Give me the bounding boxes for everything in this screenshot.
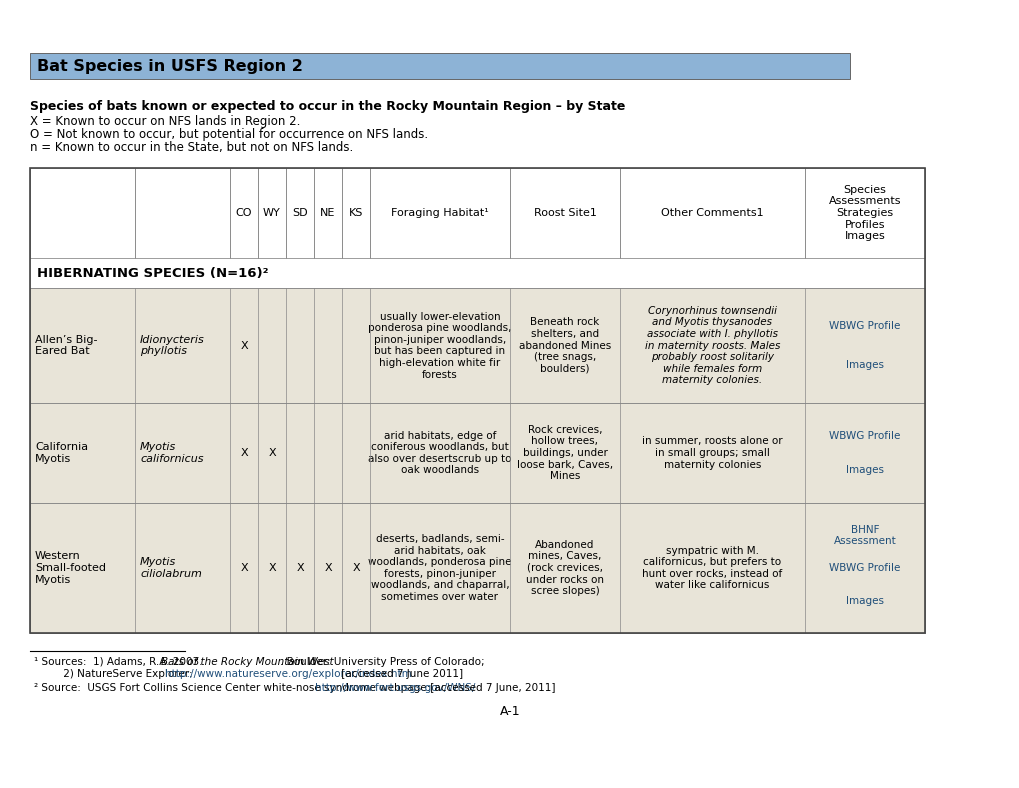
Text: X: X [352, 563, 360, 573]
Text: NE: NE [320, 208, 335, 218]
Text: Bat Species in USFS Region 2: Bat Species in USFS Region 2 [37, 58, 303, 73]
Text: WY: WY [263, 208, 280, 218]
Text: X = Known to occur on NFS lands in Region 2.: X = Known to occur on NFS lands in Regio… [30, 115, 300, 128]
Text: Species
Assessments
Strategies
Profiles
Images: Species Assessments Strategies Profiles … [828, 185, 901, 241]
Text: X: X [239, 340, 248, 351]
Text: WBWG Profile: WBWG Profile [828, 322, 900, 331]
Text: CO: CO [235, 208, 252, 218]
Text: X: X [324, 563, 331, 573]
Text: [accessed 7 June, 2011]: [accessed 7 June, 2011] [426, 683, 554, 693]
Text: X: X [296, 563, 304, 573]
Bar [285, 168, 314, 258]
Bar [258, 168, 285, 258]
Text: ¹ Sources:  1) Adams, R.A. 2003.: ¹ Sources: 1) Adams, R.A. 2003. [34, 657, 206, 667]
Bar [370, 168, 510, 258]
Text: Myotis
californicus: Myotis californicus [140, 442, 204, 464]
Text: . Boulder: University Press of Colorado;: . Boulder: University Press of Colorado; [280, 657, 485, 667]
Text: Images: Images [845, 596, 883, 605]
Text: Myotis
ciliolabrum: Myotis ciliolabrum [140, 557, 202, 579]
Text: Beneath rock
shelters, and
abandoned Mines
(tree snags,
boulders): Beneath rock shelters, and abandoned Min… [519, 318, 610, 374]
Bar [30, 503, 924, 633]
Bar [804, 168, 924, 258]
Text: in summer, roosts alone or
in small groups; small
maternity colonies: in summer, roosts alone or in small grou… [642, 437, 782, 470]
Text: O = Not known to occur, but potential for occurrence on NFS lands.: O = Not known to occur, but potential fo… [30, 128, 428, 141]
Bar [30, 403, 924, 503]
Text: Corynorhinus townsendii
and Myotis thysanodes
associate with I. phyllotis
in mat: Corynorhinus townsendii and Myotis thysa… [644, 306, 780, 385]
Text: sympatric with M.
californicus, but prefers to
hunt over rocks, instead of
water: sympatric with M. californicus, but pref… [642, 545, 782, 590]
Text: X: X [268, 448, 275, 458]
Text: Abandoned
mines, Caves,
(rock crevices,
under rocks on
scree slopes): Abandoned mines, Caves, (rock crevices, … [526, 540, 603, 597]
Text: WBWG Profile: WBWG Profile [828, 431, 900, 441]
Text: Allen’s Big-
Eared Bat: Allen’s Big- Eared Bat [35, 335, 98, 356]
Bar [135, 168, 229, 258]
Text: X: X [239, 563, 248, 573]
Text: WBWG Profile: WBWG Profile [828, 563, 900, 573]
Text: 2) NatureServe Explorer:: 2) NatureServe Explorer: [34, 669, 196, 679]
Text: Bats of the Rocky Mountain West: Bats of the Rocky Mountain West [161, 657, 333, 667]
Text: A-1: A-1 [499, 705, 520, 718]
Text: Western
Small-footed
Myotis: Western Small-footed Myotis [35, 552, 106, 585]
Text: usually lower-elevation
ponderosa pine woodlands,
pinon-juniper woodlands,
but h: usually lower-elevation ponderosa pine w… [368, 311, 512, 380]
Text: Rock crevices,
hollow trees,
buildings, under
loose bark, Caves,
Mines: Rock crevices, hollow trees, buildings, … [517, 425, 612, 481]
Bar [314, 168, 341, 258]
Text: SD: SD [291, 208, 308, 218]
Text: Other Comments1: Other Comments1 [660, 208, 763, 218]
Text: deserts, badlands, semi-
arid habitats, oak
woodlands, ponderosa pine
forests, p: deserts, badlands, semi- arid habitats, … [368, 534, 512, 602]
Text: BHNF
Assessment: BHNF Assessment [833, 525, 896, 546]
Text: Images: Images [845, 359, 883, 370]
Bar [510, 168, 620, 258]
Text: X: X [239, 448, 248, 458]
Text: http://www.fort.usgs.gov/WNS/: http://www.fort.usgs.gov/WNS/ [315, 683, 475, 693]
Text: n = Known to occur in the State, but not on NFS lands.: n = Known to occur in the State, but not… [30, 141, 353, 154]
Text: Roost Site1: Roost Site1 [533, 208, 596, 218]
Bar [341, 168, 370, 258]
Bar [30, 258, 924, 288]
Text: http://www.natureserve.org/explorer/index.htm: http://www.natureserve.org/explorer/inde… [165, 669, 412, 679]
Text: HIBERNATING SPECIES (N=16)²: HIBERNATING SPECIES (N=16)² [37, 266, 268, 280]
Text: KS: KS [348, 208, 363, 218]
Bar [30, 53, 849, 79]
Text: X: X [268, 563, 275, 573]
Text: Images: Images [845, 465, 883, 474]
Text: [accessed 7 June 2011]: [accessed 7 June 2011] [338, 669, 463, 679]
Bar [620, 168, 804, 258]
Bar [30, 168, 135, 258]
Text: Idionycteris
phyllotis: Idionycteris phyllotis [140, 335, 205, 356]
Bar [30, 168, 924, 633]
Text: ² Source:  USGS Fort Collins Science Center white-nose syndrome webpage:: ² Source: USGS Fort Collins Science Cent… [34, 683, 433, 693]
Text: arid habitats, edge of
coniferous woodlands, but
also over desertscrub up to
oak: arid habitats, edge of coniferous woodla… [368, 430, 512, 475]
Text: California
Myotis: California Myotis [35, 442, 88, 464]
Text: Species of bats known or expected to occur in the Rocky Mountain Region – by Sta: Species of bats known or expected to occ… [30, 100, 625, 113]
Bar [30, 288, 924, 403]
Text: Foraging Habitat¹: Foraging Habitat¹ [390, 208, 488, 218]
Bar [229, 168, 258, 258]
